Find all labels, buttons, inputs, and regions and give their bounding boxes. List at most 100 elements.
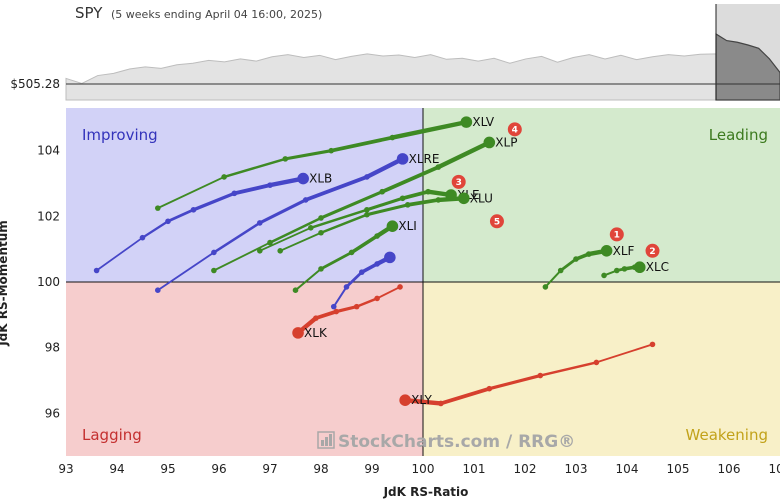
trail-head[interactable] (396, 153, 409, 165)
trail-point (374, 233, 380, 239)
chart-subtitle: (5 weeks ending April 04 16:00, 2025) (111, 8, 322, 21)
sector-label: XLV (472, 115, 495, 129)
trail-segment (390, 119, 469, 140)
trail-segment (334, 305, 359, 314)
trail-point (621, 266, 628, 272)
trail-segment (258, 226, 312, 252)
badge-circle[interactable] (645, 243, 660, 258)
trail-segment (544, 269, 562, 288)
trail-segment (380, 165, 441, 194)
trail-point (585, 251, 592, 257)
trail-head[interactable] (458, 192, 470, 205)
trail-segment (595, 343, 654, 364)
trail-point (389, 134, 396, 141)
trail-head[interactable] (399, 394, 411, 406)
trail-point (93, 267, 100, 274)
trail-segment (365, 203, 410, 217)
trail-segment (156, 176, 226, 210)
trail-segment (539, 361, 598, 377)
sector-label: XLU (470, 191, 493, 205)
trail-segment (365, 196, 405, 212)
trail-point (292, 287, 299, 294)
y-axis-label: JdK RS-Momentum (0, 220, 10, 347)
trail-segment (359, 262, 379, 274)
trail-segment (309, 208, 369, 230)
trail-point (379, 188, 386, 195)
trail-point (435, 197, 442, 203)
badge-circle[interactable] (451, 174, 466, 189)
trail-point (313, 315, 319, 321)
trail-segment (405, 198, 441, 207)
sector-label: XLY (411, 393, 432, 407)
trail-point (333, 308, 340, 315)
trail-point (542, 284, 549, 290)
sector-label: XLP (495, 135, 517, 149)
x-tick-label: 102 (514, 462, 537, 476)
trail-head[interactable] (483, 136, 496, 149)
sector-label: XLC (646, 260, 669, 274)
y-tick-labels: 96 98 100 102 104 (37, 144, 60, 421)
trail-point (318, 215, 324, 221)
x-tick-label: 105 (667, 462, 690, 476)
quadrant-label-lagging: Lagging (82, 426, 142, 444)
badge-number: 3 (456, 178, 462, 188)
quadrant-label-leading: Leading (709, 126, 768, 144)
trail-segment (364, 156, 405, 180)
trail-point (353, 303, 360, 310)
quadrant-lagging (66, 282, 423, 456)
trail-point (374, 261, 380, 267)
sector-label: XLB (309, 172, 332, 186)
trail-segment (355, 297, 379, 308)
trail-point (211, 267, 217, 274)
trail-head[interactable] (600, 245, 613, 257)
axes: 93 94 95 96 97 98 99 100 101 102 103 104 105 106 107 9… (0, 108, 780, 499)
watermark-text: StockCharts.com / RRG® (338, 432, 575, 452)
trail-segment (402, 397, 444, 406)
trail-segment (319, 213, 369, 234)
trail-point (438, 400, 444, 407)
trail-segment (436, 140, 492, 170)
trail-head[interactable] (460, 116, 473, 128)
trail-point (537, 372, 544, 379)
x-tick-label: 99 (364, 462, 379, 476)
trail-segment (212, 241, 271, 272)
x-axis-label: JdK RS-Ratio (383, 485, 469, 499)
trail-segment (345, 270, 364, 289)
trail-point (435, 164, 442, 170)
trail-segment (283, 149, 333, 161)
trail-point (302, 197, 309, 203)
trail-point (190, 206, 197, 213)
trail-segment (232, 183, 272, 196)
sector-label: XLF (613, 244, 635, 258)
trail-segment (332, 285, 348, 308)
y-tick-label: 102 (37, 209, 60, 223)
trail-head[interactable] (292, 327, 304, 339)
trail-head[interactable] (297, 172, 309, 185)
trail-point (486, 385, 493, 392)
trail-head[interactable] (386, 220, 399, 232)
trail-segment (329, 135, 395, 153)
quadrant-weakening (423, 282, 780, 456)
trail-segment (319, 251, 354, 271)
x-tick-labels: 93 94 95 96 97 98 99 100 101 102 103 104 105 106 107 (58, 462, 780, 476)
trail-head[interactable] (633, 261, 646, 274)
trail-segment (166, 208, 195, 223)
trail-head[interactable] (384, 251, 396, 264)
trail-point (364, 174, 370, 180)
quadrant-label-improving: Improving (82, 126, 158, 144)
trail-segment (349, 234, 379, 255)
trail-point (318, 266, 324, 272)
badge-circle[interactable] (507, 122, 522, 137)
y-tick-label: 104 (37, 144, 60, 158)
x-tick-label: 94 (109, 462, 124, 476)
trail-point (364, 211, 370, 218)
trail-point (601, 272, 607, 279)
trail-point (267, 239, 273, 246)
badge-circle[interactable] (609, 227, 624, 242)
x-tick-label: 107 (769, 462, 780, 476)
badge-circle[interactable] (489, 214, 504, 229)
badge-number: 2 (649, 247, 655, 257)
trail-point (649, 341, 656, 348)
trail-point (374, 295, 380, 302)
